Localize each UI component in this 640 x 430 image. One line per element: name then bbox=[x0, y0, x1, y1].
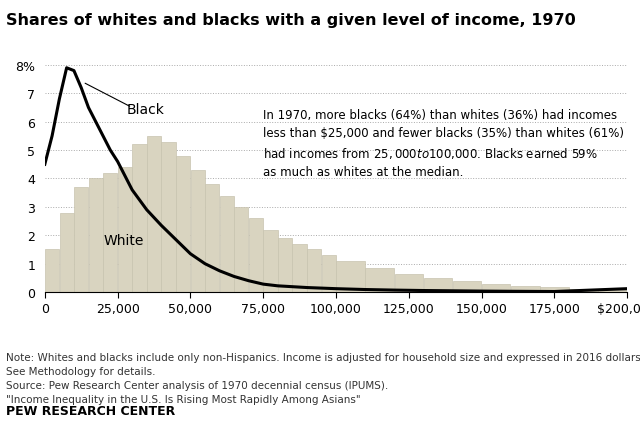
Bar bbox=[569, 289, 598, 292]
Bar bbox=[452, 282, 481, 292]
Bar bbox=[278, 239, 292, 292]
Bar bbox=[103, 173, 118, 292]
Bar bbox=[263, 230, 278, 292]
Bar bbox=[45, 250, 60, 292]
Bar bbox=[540, 288, 569, 292]
Bar bbox=[511, 286, 540, 292]
Bar bbox=[118, 168, 132, 292]
Bar bbox=[249, 219, 263, 292]
Bar bbox=[147, 137, 161, 292]
Bar bbox=[205, 185, 220, 292]
Bar bbox=[365, 268, 394, 292]
Text: Note: Whites and blacks include only non-Hispanics. Income is adjusted for house: Note: Whites and blacks include only non… bbox=[6, 353, 640, 405]
Text: PEW RESEARCH CENTER: PEW RESEARCH CENTER bbox=[6, 404, 175, 417]
Bar bbox=[220, 196, 234, 292]
Bar bbox=[88, 179, 103, 292]
Bar bbox=[424, 278, 452, 292]
Text: Black: Black bbox=[126, 103, 164, 117]
Bar bbox=[191, 171, 205, 292]
Text: White: White bbox=[103, 233, 143, 247]
Bar bbox=[60, 213, 74, 292]
Bar bbox=[176, 157, 190, 292]
Bar bbox=[321, 255, 336, 292]
Bar bbox=[598, 290, 627, 292]
Bar bbox=[336, 261, 365, 292]
Text: In 1970, more blacks (64%) than whites (36%) had incomes
less than $25,000 and f: In 1970, more blacks (64%) than whites (… bbox=[263, 108, 624, 178]
Bar bbox=[74, 187, 88, 292]
Bar bbox=[161, 142, 176, 292]
Bar bbox=[132, 145, 147, 292]
Bar bbox=[482, 285, 511, 292]
Bar bbox=[292, 244, 307, 292]
Text: Shares of whites and blacks with a given level of income, 1970: Shares of whites and blacks with a given… bbox=[6, 13, 576, 28]
Bar bbox=[394, 274, 423, 292]
Bar bbox=[307, 250, 321, 292]
Bar bbox=[234, 207, 248, 292]
